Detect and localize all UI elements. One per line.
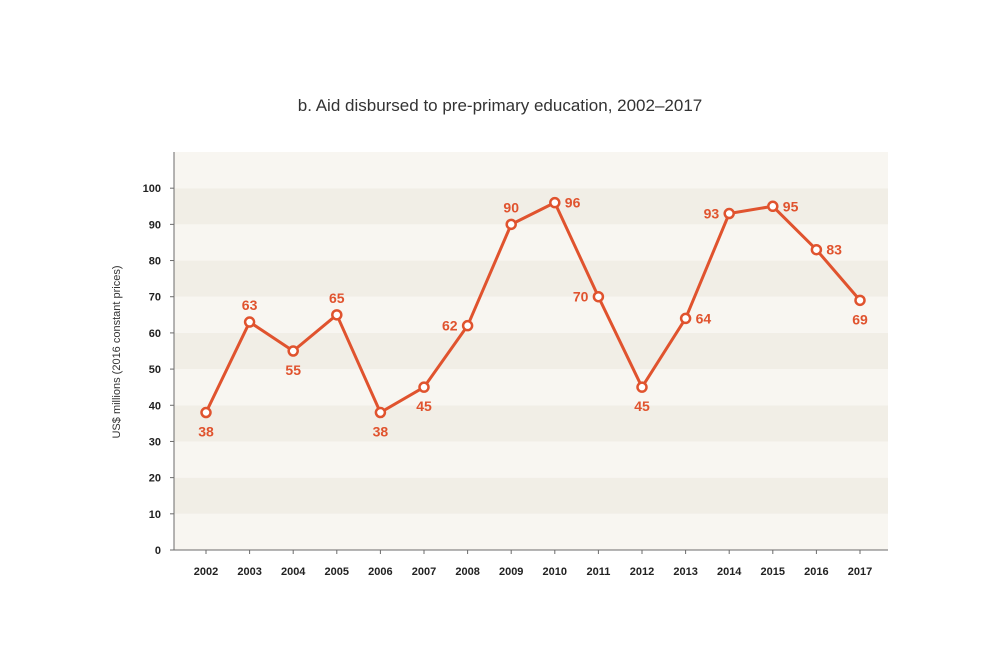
data-label: 45 (634, 398, 650, 414)
data-label: 93 (704, 206, 720, 222)
data-point (679, 312, 692, 325)
x-axis-ticks: 2002 2003 2004 2005 2006 2007 2008 2009 2010 2011… (194, 550, 872, 578)
data-point (461, 319, 474, 332)
y-axis-title: US$ millions (2016 constant prices) (111, 265, 123, 438)
data-label: 95 (783, 198, 799, 214)
data-label: 63 (242, 297, 258, 313)
y-tick-label: 10 (149, 509, 161, 521)
data-point (243, 316, 256, 328)
data-point (767, 200, 779, 213)
x-tick-label: 2002 (194, 566, 218, 578)
data-labels: 38 63 55 65 38 45 62 90 96 70 45 64 93 95 83 69 (198, 195, 868, 440)
data-point (374, 406, 387, 419)
grid-band (174, 260, 888, 297)
data-point (636, 381, 648, 393)
data-point (418, 381, 430, 393)
data-label: 96 (565, 195, 581, 211)
data-label: 55 (285, 362, 301, 378)
chart-title: b. Aid disbursed to pre-primary educatio… (297, 96, 703, 115)
data-label: 65 (329, 290, 345, 306)
x-tick-label: 2017 (848, 566, 872, 578)
data-point (287, 345, 299, 357)
data-label: 83 (826, 242, 842, 258)
x-tick-label: 2013 (673, 566, 697, 578)
data-point (723, 207, 735, 220)
y-tick-label: 80 (149, 256, 161, 268)
data-label: 90 (503, 199, 519, 215)
data-point (549, 196, 561, 209)
data-label: 64 (696, 310, 712, 326)
y-axis-ticks: 0 10 20 30 40 50 60 70 80 90 100 (143, 183, 174, 557)
grid-band (174, 152, 888, 189)
x-tick-label: 2015 (761, 566, 785, 578)
x-tick-label: 2008 (455, 566, 479, 578)
x-tick-label: 2009 (499, 566, 523, 578)
data-point (854, 294, 866, 307)
data-label: 38 (373, 424, 389, 440)
y-tick-label: 100 (143, 183, 161, 195)
grid-band (174, 188, 888, 225)
data-point (331, 309, 343, 321)
grid-band (174, 477, 888, 514)
data-label: 62 (442, 318, 458, 334)
y-tick-label: 70 (149, 292, 161, 304)
grid-band (174, 405, 888, 442)
data-point (505, 218, 517, 231)
grid-band (174, 224, 888, 261)
x-tick-label: 2003 (237, 566, 261, 578)
y-tick-label: 60 (149, 328, 161, 340)
data-point (810, 243, 823, 256)
y-tick-label: 30 (149, 436, 161, 448)
x-tick-label: 2012 (630, 566, 654, 578)
data-series (200, 196, 866, 419)
y-tick-label: 50 (149, 364, 161, 376)
background-bands (174, 152, 888, 550)
x-tick-label: 2011 (586, 566, 610, 578)
x-tick-label: 2014 (717, 566, 742, 578)
data-label: 38 (198, 424, 214, 440)
x-tick-label: 2016 (804, 566, 828, 578)
grid-band (174, 441, 888, 478)
x-tick-label: 2006 (368, 566, 392, 578)
x-tick-label: 2010 (543, 566, 567, 578)
grid-band (174, 296, 888, 333)
y-tick-label: 20 (149, 473, 161, 485)
grid-band (174, 332, 888, 370)
y-tick-label: 40 (149, 400, 161, 412)
data-point (200, 406, 212, 419)
data-label: 45 (416, 398, 432, 414)
series-line (204, 201, 862, 415)
y-tick-label: 90 (149, 219, 161, 231)
x-tick-label: 2004 (281, 566, 306, 578)
x-tick-label: 2005 (325, 566, 349, 578)
y-tick-label: 0 (155, 545, 161, 557)
x-tick-label: 2007 (412, 566, 436, 578)
grid-band (174, 369, 888, 406)
data-label: 70 (573, 289, 589, 305)
data-point (592, 290, 605, 303)
grid-band (174, 513, 888, 550)
data-label: 69 (852, 311, 868, 327)
